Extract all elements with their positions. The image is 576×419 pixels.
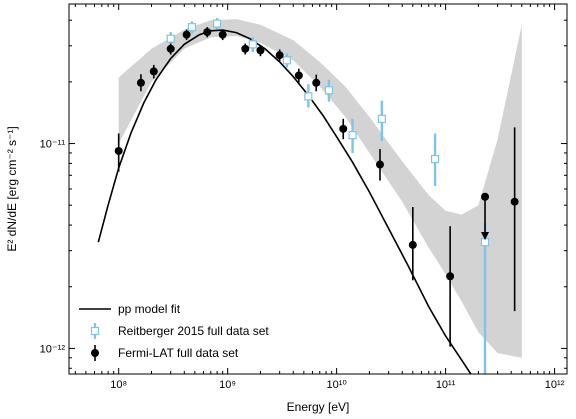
legend: pp model fit Reitberger 2015 full data se…	[79, 302, 269, 361]
fermi-point	[136, 78, 145, 87]
reitberger-point	[187, 23, 197, 32]
reitberger-point	[248, 40, 257, 49]
legend-label: Reitberger 2015 full data set	[118, 324, 269, 338]
reitberger-point	[430, 154, 440, 164]
reitberger-point	[282, 56, 292, 65]
fermi-point	[481, 192, 490, 201]
x-tick-label: 10⁹	[219, 379, 236, 391]
reitberger-point	[348, 130, 357, 140]
fermi-point	[218, 30, 227, 39]
pp-model-fit-curve	[97, 29, 472, 374]
reitberger-point	[304, 92, 313, 101]
legend-square-swatch	[90, 326, 100, 336]
fermi-point	[408, 240, 417, 249]
x-axis-title: Energy [eV]	[287, 400, 350, 414]
y-tick-label: 10⁻¹¹	[40, 139, 66, 151]
x-tick-label: 10¹¹	[436, 379, 456, 391]
x-tick-label: 10¹⁰	[326, 379, 347, 391]
x-tick-label: 10⁸	[110, 379, 127, 391]
fermi-point	[312, 78, 321, 87]
y-axis-ticks: 10⁻¹¹ 10⁻¹²	[40, 19, 567, 369]
reitberger-point	[166, 34, 175, 43]
fermi-point	[375, 160, 384, 169]
fermi-point	[114, 146, 123, 155]
legend-label: Fermi-LAT full data set	[118, 346, 239, 360]
fermi-lat-points	[114, 27, 519, 347]
pp-model-fit-line	[97, 29, 472, 374]
fermi-point	[166, 44, 175, 53]
fermi-point	[510, 197, 519, 206]
fermi-point	[339, 124, 348, 133]
reitberger-point	[377, 114, 386, 123]
y-axis-title: E² dN/dE [erg cm⁻² s⁻¹]	[5, 126, 19, 251]
y-tick-label: 10⁻¹²	[40, 343, 66, 355]
reitberger-point	[324, 86, 334, 95]
legend-circle-swatch	[91, 349, 99, 357]
fermi-point	[256, 46, 265, 55]
fermi-point	[446, 272, 455, 281]
uncertainty-band-area	[118, 19, 522, 358]
x-tick-label: 10¹²	[545, 379, 565, 391]
reitberger-point	[212, 19, 222, 28]
fermi-point	[182, 30, 191, 39]
fermi-point	[275, 51, 284, 60]
fermi-point	[203, 28, 212, 37]
fermi-point	[241, 44, 250, 53]
reitberger-points	[166, 18, 490, 374]
legend-label: pp model fit	[118, 302, 181, 316]
x-axis-ticks: 10⁸ 10⁹ 10¹⁰ 10¹¹ 10¹²	[74, 4, 565, 391]
fermi-upper-limit-arrow	[481, 232, 490, 240]
uncertainty-band	[118, 19, 522, 358]
fermi-point	[149, 67, 158, 76]
fermi-point	[294, 71, 303, 80]
